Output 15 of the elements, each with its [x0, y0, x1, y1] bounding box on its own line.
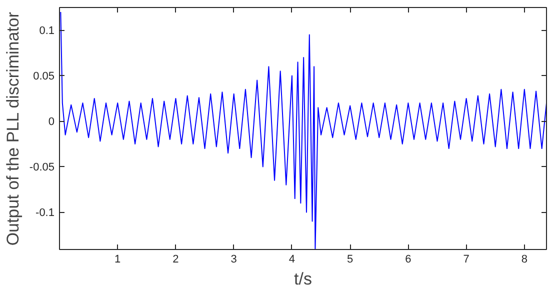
y-tick-label: -0.05 — [29, 162, 55, 174]
y-axis-title: Output of the PLL discriminator — [3, 12, 22, 246]
x-tick-label: 4 — [288, 254, 296, 266]
y-tick-label: 0.1 — [39, 25, 55, 38]
x-tick-label: 3 — [230, 254, 237, 266]
x-axis-title: t/s — [294, 270, 312, 288]
x-tick-label: 7 — [463, 254, 470, 266]
y-tick-label: -0.1 — [36, 207, 55, 220]
x-tick-label: 2 — [172, 254, 179, 266]
x-tick-label: 6 — [405, 254, 412, 266]
y-tick-label: 0 — [48, 116, 55, 128]
x-tick-label: 1 — [114, 254, 121, 266]
x-tick-label: 5 — [347, 254, 354, 266]
y-tick-label: 0.05 — [33, 70, 55, 83]
x-tick-label: 8 — [521, 254, 528, 266]
